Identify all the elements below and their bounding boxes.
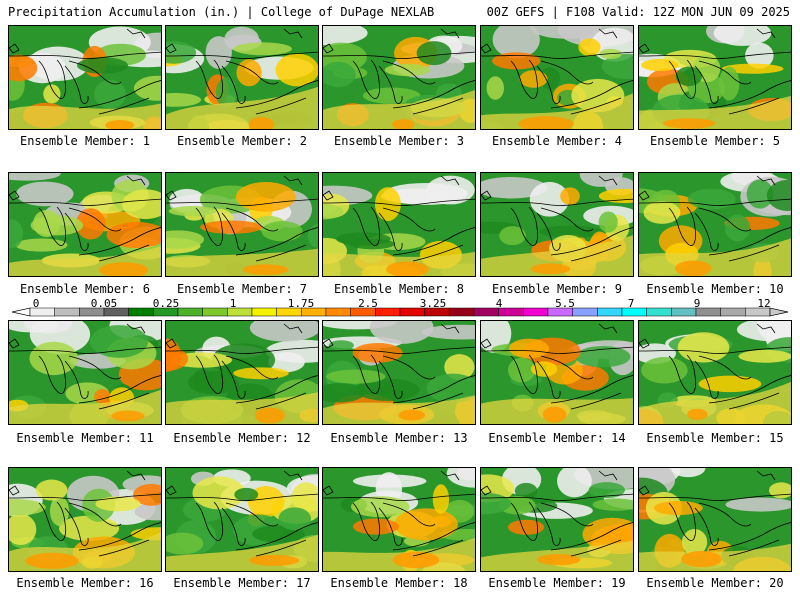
precip-field	[166, 468, 318, 571]
ensemble-member-map	[322, 320, 476, 425]
ensemble-member-map	[8, 25, 162, 130]
ensemble-member-map	[322, 25, 476, 130]
ensemble-member-map	[480, 467, 634, 572]
precip-field	[323, 468, 475, 571]
ensemble-member-map	[8, 467, 162, 572]
precip-field	[9, 173, 161, 276]
colorbar-bin	[54, 307, 80, 317]
ensemble-member-label: Ensemble Member: 4	[491, 134, 623, 148]
ensemble-member-map	[165, 320, 319, 425]
ensemble-member-map	[322, 467, 476, 572]
precip-field	[9, 26, 161, 129]
ensemble-member-label: Ensemble Member: 14	[488, 431, 626, 445]
colorbar-left-arrow	[11, 307, 31, 317]
colorbar-tick-label: 7	[627, 297, 635, 310]
ensemble-member-map	[8, 172, 162, 277]
precip-field	[166, 173, 318, 276]
precip-field	[166, 26, 318, 129]
colorbar-bin	[621, 307, 647, 317]
colorbar-tick-label: 9	[693, 297, 701, 310]
precip-field	[481, 173, 633, 276]
colorbar-right-arrow	[769, 307, 789, 317]
colorbar-bin	[523, 307, 549, 317]
precip-field	[323, 321, 475, 424]
ensemble-member-map	[638, 25, 792, 130]
precip-field	[323, 26, 475, 129]
precip-field	[9, 321, 161, 424]
colorbar-bin	[597, 307, 623, 317]
colorbar-bin	[251, 307, 277, 317]
colorbar-bin	[449, 307, 475, 317]
colorbar-bin	[325, 307, 351, 317]
ensemble-member-label: Ensemble Member: 9	[491, 282, 623, 296]
precipitation-colorbar	[11, 307, 789, 317]
ensemble-member-map	[638, 467, 792, 572]
colorbar-bin	[720, 307, 746, 317]
colorbar-tick-label: 3.25	[419, 297, 447, 310]
ensemble-member-map	[165, 172, 319, 277]
ensemble-member-label: Ensemble Member: 20	[646, 576, 784, 590]
colorbar-tick-label: 12	[757, 297, 771, 310]
ensemble-member-label: Ensemble Member: 6	[19, 282, 151, 296]
ensemble-member-label: Ensemble Member: 18	[330, 576, 468, 590]
ensemble-member-label: Ensemble Member: 2	[176, 134, 308, 148]
colorbar-tick-label: 4	[495, 297, 503, 310]
precip-field	[639, 468, 791, 571]
colorbar-tick-label: 0.05	[90, 297, 118, 310]
ensemble-member-map	[165, 467, 319, 572]
colorbar-tick-label: 1	[229, 297, 237, 310]
ensemble-member-label: Ensemble Member: 17	[173, 576, 311, 590]
precip-field	[481, 321, 633, 424]
colorbar-bin	[671, 307, 697, 317]
precip-field	[481, 468, 633, 571]
ensemble-member-map	[638, 172, 792, 277]
ensemble-member-label: Ensemble Member: 1	[19, 134, 151, 148]
map-title: Precipitation Accumulation (in.) | Colle…	[8, 5, 435, 19]
colorbar-bin	[646, 307, 672, 317]
ensemble-member-map	[322, 172, 476, 277]
ensemble-member-label: Ensemble Member: 12	[173, 431, 311, 445]
ensemble-member-label: Ensemble Member: 7	[176, 282, 308, 296]
colorbar-tick-label: 0.25	[152, 297, 180, 310]
precip-field	[9, 468, 161, 571]
ensemble-member-label: Ensemble Member: 3	[333, 134, 465, 148]
ensemble-member-label: Ensemble Member: 15	[646, 431, 784, 445]
precip-field	[166, 321, 318, 424]
ensemble-member-map	[480, 172, 634, 277]
colorbar-bin	[572, 307, 598, 317]
ensemble-member-map	[480, 320, 634, 425]
run-info: 00Z GEFS | F108 Valid: 12Z MON JUN 09 20…	[486, 5, 790, 19]
ensemble-member-map	[8, 320, 162, 425]
colorbar-bin	[177, 307, 203, 317]
ensemble-member-map	[480, 25, 634, 130]
colorbar-bin	[128, 307, 154, 317]
precip-field	[639, 321, 791, 424]
precip-field	[639, 26, 791, 129]
ensemble-member-label: Ensemble Member: 11	[16, 431, 154, 445]
colorbar-tick-label: 0	[32, 297, 40, 310]
ensemble-member-map	[165, 25, 319, 130]
ensemble-member-label: Ensemble Member: 19	[488, 576, 626, 590]
colorbar-tick-label: 1.75	[287, 297, 315, 310]
precip-field	[639, 173, 791, 276]
precip-field	[481, 26, 633, 129]
ensemble-member-label: Ensemble Member: 10	[646, 282, 784, 296]
ensemble-member-label: Ensemble Member: 13	[330, 431, 468, 445]
colorbar-tick-label: 5.5	[555, 297, 575, 310]
colorbar-bin	[375, 307, 401, 317]
colorbar-bin	[202, 307, 228, 317]
ensemble-member-label: Ensemble Member: 5	[649, 134, 781, 148]
ensemble-member-label: Ensemble Member: 16	[16, 576, 154, 590]
ensemble-member-map	[638, 320, 792, 425]
colorbar-tick-label: 2.5	[358, 297, 378, 310]
ensemble-member-label: Ensemble Member: 8	[333, 282, 465, 296]
precip-field	[323, 173, 475, 276]
